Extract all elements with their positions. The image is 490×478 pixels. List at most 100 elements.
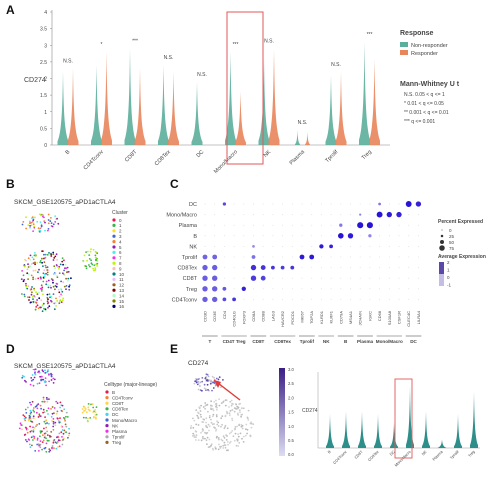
dotplot-row-nk: NK (189, 244, 197, 250)
panel-b-umap-point (30, 263, 33, 265)
dotplot-bg-dot (311, 245, 313, 247)
dotplot-bg-dot (350, 267, 351, 269)
dotplot-dot-mono-macro-s100a8 (386, 211, 392, 218)
panel-e-umap-point (246, 432, 249, 435)
panel-b-umap-point (52, 253, 55, 256)
cluster-label-2: 2 (119, 229, 122, 234)
dotplot-bg-dot (272, 298, 274, 300)
dotplot-gene-cd3e: CD3E (212, 311, 217, 322)
panel-b-umap-point (54, 288, 56, 291)
panel-b-umap-point (62, 263, 64, 266)
panel-d-umap-point (34, 368, 37, 371)
panel-d-umap-point (41, 369, 44, 372)
panel-b-umap-point (37, 307, 40, 310)
panel-b-umap-point (36, 262, 39, 264)
dotplot-bg-dot (379, 288, 381, 290)
panel-d-umap-point (52, 441, 55, 444)
panel-e-umap-point (242, 435, 245, 438)
panel-b-umap-point (85, 267, 88, 270)
panel-e-umap-point (210, 421, 213, 424)
cluster-label-13: 13 (119, 288, 125, 293)
panel-b-letter: B (6, 177, 15, 191)
test-legend-row-1: N.S. 0.05 < q <= 1 (404, 92, 445, 98)
panel-e-umap-point (213, 401, 216, 403)
dotplot-bg-dot (272, 214, 274, 216)
panel-e-umap-point (225, 410, 228, 413)
panel-d-umap-point (43, 447, 46, 450)
violin-non-responder-cd4tconv (91, 65, 102, 145)
panel-d-umap-point (87, 406, 90, 409)
panel-d-umap-point (34, 372, 36, 374)
panel-b-umap-point (55, 282, 58, 285)
panel-e-umap-point (197, 424, 200, 426)
dotplot-gene-foxp3: FOXP3 (241, 310, 246, 324)
panel-e-violin-cd8t (358, 411, 366, 448)
panel-b-umap-point (38, 291, 40, 294)
panel-b-umap-point (31, 291, 33, 294)
panel-e-umap-point (207, 375, 210, 378)
panel-b-legend-title: Cluster (112, 210, 128, 216)
test-legend-row-4: *** q <= 0.001 (404, 119, 435, 125)
panel-e-umap-point (197, 388, 200, 391)
dotplot-bg-dot (350, 277, 351, 279)
panel-d-umap-point (52, 422, 55, 425)
panel-a-letter: A (6, 3, 15, 17)
panel-e-umap-point (206, 426, 209, 429)
panel-d-umap-point (90, 403, 92, 406)
dotplot-bg-dot (262, 298, 264, 300)
dotplot-dot-cd8tex-cd3e (212, 264, 218, 271)
panel-e-umap-point (205, 439, 208, 442)
dotplot-bg-dot (408, 245, 410, 247)
dotplot-dot-cd8t-cd3e (212, 275, 218, 281)
panel-b-umap-point (67, 277, 70, 280)
dotplot-dot-cd8tex-havcr2 (280, 265, 285, 270)
panel-e-umap-point (195, 436, 197, 438)
violin-responder-cd8tex (168, 71, 179, 145)
panel-e-violin-nk (422, 411, 430, 448)
panel-b-umap-point (61, 299, 64, 302)
panel-b-umap (20, 213, 99, 313)
panel-d-umap-point (55, 447, 58, 450)
panel-e-umap-point (245, 423, 248, 426)
panel-e-umap-point (208, 379, 211, 382)
dotplot-gene-havcr2: HAVCR2 (280, 310, 285, 327)
dotplot-bg-dot (262, 256, 264, 258)
dotplot-bg-dot (379, 277, 381, 279)
panel-b-umap-point (60, 289, 63, 291)
dotplot-bg-dot (233, 277, 235, 279)
cluster-label-3: 3 (119, 234, 122, 239)
panel-b-umap-point (27, 285, 30, 288)
dotplot-bg-dot (233, 245, 235, 247)
panel-e-umap-point (197, 439, 200, 441)
panel-e-umap-point (211, 381, 214, 384)
panel-d-umap-point (33, 410, 36, 413)
panel-d-umap-point (61, 436, 63, 438)
panel-e-violin-dc (390, 422, 398, 448)
panel-d-umap-point (33, 376, 36, 379)
dotplot-bg-dot (330, 203, 332, 205)
dotplot-row-mono-macro: Mono/Macro (166, 213, 197, 219)
panel-b-umap-point (44, 264, 47, 267)
panel-e-xtick-tprolif: Tprolif (449, 449, 460, 460)
panel-e-umap-point (208, 429, 210, 432)
panel-d-umap-point (28, 418, 31, 420)
panel-d-umap-point (36, 443, 39, 446)
panel-d-umap-point (23, 375, 25, 378)
panel-b-umap-point (34, 301, 37, 304)
panel-e-umap-point (229, 400, 232, 403)
dotplot-dot-tprolif-cd3d (202, 254, 208, 260)
panel-b-umap-point (47, 229, 49, 232)
panel-b-umap-point (62, 297, 65, 300)
dotplot-bg-dot (282, 256, 284, 258)
dotplot-bg-dot (417, 298, 419, 300)
cluster-label-4: 4 (119, 239, 122, 244)
dotplot-gene-s100a8: S100A8 (387, 310, 392, 325)
panel-e-xtick-cd8tex: CD8Tex (367, 450, 379, 462)
panel-e-arrowhead (214, 380, 221, 388)
dotplot-bg-dot (282, 214, 284, 216)
panel-b-umap-point (20, 278, 23, 280)
dotplot-bg-dot (291, 298, 293, 300)
panel-b-umap-point (32, 262, 35, 264)
panel-b-umap-point (25, 227, 27, 230)
